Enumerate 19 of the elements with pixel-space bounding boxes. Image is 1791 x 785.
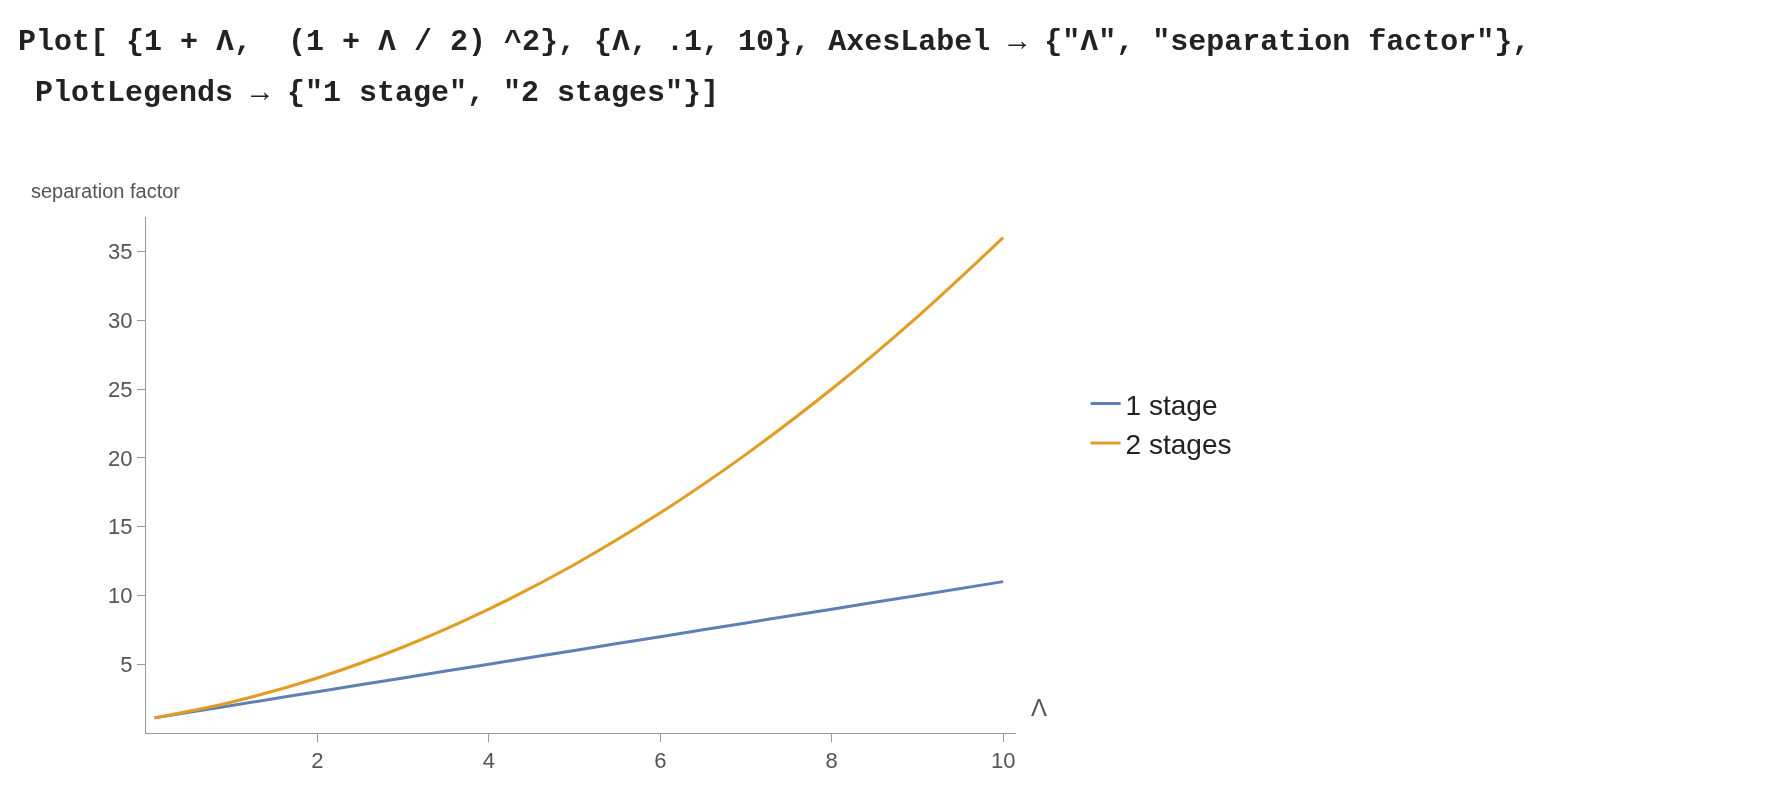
x-tick-label: 6: [654, 748, 667, 774]
legend-label: 1 stage: [1125, 389, 1218, 421]
y-tick-label: 20: [108, 445, 133, 471]
y-tick-label: 10: [108, 583, 133, 609]
x-axis-title: Λ: [1031, 694, 1048, 721]
x-tick-label: 10: [990, 748, 1016, 774]
y-tick-label: 5: [120, 651, 133, 677]
x-tick-label: 4: [482, 748, 495, 774]
y-tick-label: 30: [108, 307, 133, 333]
y-axis-title: separation factor: [31, 180, 181, 202]
line-series: [153, 236, 1005, 720]
x-tick-label: 2: [311, 748, 324, 774]
y-tick-label: 25: [108, 376, 133, 402]
legend-label: 2 stages: [1125, 428, 1232, 460]
x-tick-label: 8: [825, 748, 838, 774]
text: PlotLegends → {"1 stage", "2 stages"}]: [35, 76, 720, 110]
text: Plot[ {1 + Λ, (1 + Λ / 2) ^2}, {Λ, .1, 10}, AxesLabel → {"Λ", "separation factor"},: [18, 25, 1531, 59]
y-tick-label: 35: [108, 239, 133, 265]
y-tick-label: 15: [108, 514, 133, 540]
